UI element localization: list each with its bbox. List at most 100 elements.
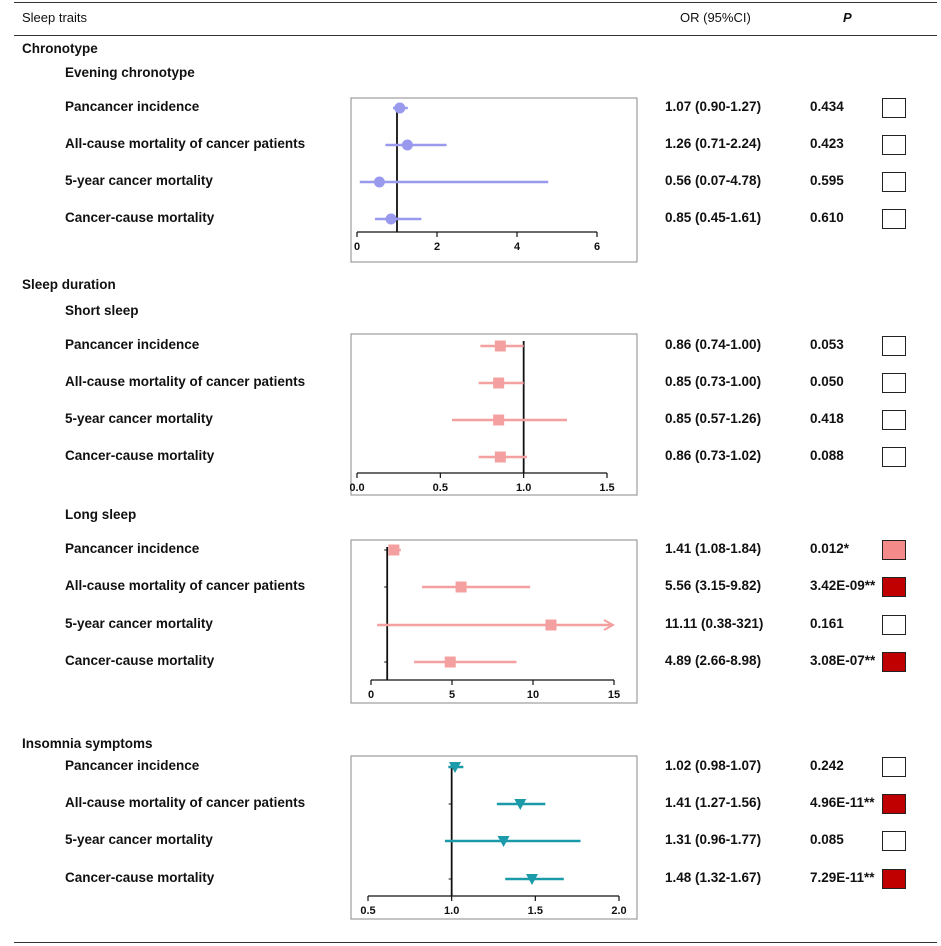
or-ci-value: 1.41 (1.08-1.84) bbox=[665, 541, 762, 556]
x-tick-label: 0 bbox=[354, 241, 360, 253]
or-point bbox=[493, 377, 505, 389]
or-point bbox=[444, 656, 456, 668]
p-value: 0.423 bbox=[810, 136, 844, 151]
x-tick-label: 6 bbox=[594, 241, 600, 253]
x-tick-label: 1.0 bbox=[516, 482, 531, 494]
outcome-label: 5-year cancer mortality bbox=[65, 832, 213, 847]
bottom-rule bbox=[14, 942, 937, 943]
x-tick-label: 10 bbox=[527, 689, 539, 701]
section-insomnia: Insomnia symptoms bbox=[22, 736, 153, 751]
forest-row-mark bbox=[478, 377, 524, 389]
x-tick-label: 2 bbox=[434, 241, 440, 253]
x-tick-label: 0.5 bbox=[360, 905, 375, 917]
or-ci-value: 1.07 (0.90-1.27) bbox=[665, 99, 762, 114]
p-value: 7.29E-11** bbox=[810, 870, 875, 885]
significance-box bbox=[882, 794, 906, 814]
or-point bbox=[388, 544, 400, 556]
panel-frame bbox=[350, 755, 638, 920]
or-point bbox=[494, 451, 506, 463]
outcome-label: Pancancer incidence bbox=[65, 99, 200, 114]
or-point bbox=[455, 581, 467, 593]
or-ci-value: 0.85 (0.73-1.00) bbox=[665, 374, 762, 389]
or-ci-value: 0.85 (0.57-1.26) bbox=[665, 411, 762, 426]
or-ci-value: 4.89 (2.66-8.98) bbox=[665, 653, 762, 668]
panel-frame bbox=[350, 97, 638, 263]
outcome-label: Pancancer incidence bbox=[65, 337, 200, 352]
outcome-label: 5-year cancer mortality bbox=[65, 173, 213, 188]
subsection-long-sleep: Long sleep bbox=[65, 507, 137, 522]
outcome-label: Cancer-cause mortality bbox=[65, 653, 215, 668]
forest-row-mark bbox=[385, 139, 447, 151]
p-value: 0.012* bbox=[810, 541, 850, 556]
p-value: 0.088 bbox=[810, 448, 844, 463]
x-tick-label: 5 bbox=[449, 689, 455, 701]
p-value: 0.595 bbox=[810, 173, 844, 188]
forest-row-mark bbox=[384, 544, 401, 556]
significance-box bbox=[882, 373, 906, 393]
or-point bbox=[394, 102, 406, 114]
forest-row-mark bbox=[452, 414, 567, 426]
outcome-label: 5-year cancer mortality bbox=[65, 616, 213, 631]
section-sleep-duration: Sleep duration bbox=[22, 277, 116, 292]
or-point bbox=[373, 176, 385, 188]
or-point bbox=[525, 874, 538, 885]
header-p: P bbox=[843, 10, 852, 25]
or-ci-value: 1.48 (1.32-1.67) bbox=[665, 870, 762, 885]
p-value: 3.42E-09** bbox=[810, 578, 876, 593]
outcome-label: Cancer-cause mortality bbox=[65, 210, 215, 225]
outcome-label: Pancancer incidence bbox=[65, 758, 200, 773]
forest-row-mark bbox=[448, 874, 564, 885]
x-tick-label: 2.0 bbox=[611, 905, 626, 917]
significance-box bbox=[882, 577, 906, 597]
subsection-evening-chronotype: Evening chronotype bbox=[65, 65, 195, 80]
outcome-label: Pancancer incidence bbox=[65, 541, 200, 556]
significance-box bbox=[882, 831, 906, 851]
header-rule bbox=[14, 35, 937, 36]
x-tick-label: 0 bbox=[368, 689, 374, 701]
or-ci-value: 1.02 (0.98-1.07) bbox=[665, 758, 762, 773]
or-point bbox=[514, 799, 527, 810]
x-tick-label: 15 bbox=[608, 689, 620, 701]
p-value: 3.08E-07** bbox=[810, 653, 876, 668]
forest-panel-long-sleep: 0 5 10 15 bbox=[350, 539, 638, 704]
forest-row-mark bbox=[444, 836, 581, 847]
significance-box bbox=[882, 869, 906, 889]
ci-arrow bbox=[603, 619, 616, 631]
forest-row-mark bbox=[448, 762, 464, 773]
p-value: 0.085 bbox=[810, 832, 844, 847]
or-ci-value: 0.86 (0.74-1.00) bbox=[665, 337, 762, 352]
or-point bbox=[545, 619, 557, 631]
x-tick-label: 1.0 bbox=[444, 905, 459, 917]
or-ci-value: 0.85 (0.45-1.61) bbox=[665, 210, 762, 225]
or-ci-value: 1.41 (1.27-1.56) bbox=[665, 795, 762, 810]
forest-row-mark bbox=[448, 799, 546, 810]
outcome-label: Cancer-cause mortality bbox=[65, 448, 215, 463]
significance-box bbox=[882, 540, 906, 560]
outcome-label: All-cause mortality of cancer patients bbox=[65, 136, 306, 151]
x-tick-label: 0.5 bbox=[433, 482, 448, 494]
significance-box bbox=[882, 757, 906, 777]
significance-box bbox=[882, 410, 906, 430]
x-tick-label: 0.0 bbox=[350, 482, 365, 494]
forest-panel-evening-chronotype: 0 2 4 6 bbox=[350, 97, 638, 263]
significance-box bbox=[882, 98, 906, 118]
outcome-label: All-cause mortality of cancer patients bbox=[65, 578, 306, 593]
or-ci-value: 5.56 (3.15-9.82) bbox=[665, 578, 762, 593]
significance-box bbox=[882, 209, 906, 229]
p-value: 0.050 bbox=[810, 374, 844, 389]
forest-row-mark bbox=[393, 102, 408, 114]
forest-row-mark bbox=[359, 176, 549, 188]
outcome-label: Cancer-cause mortality bbox=[65, 870, 215, 885]
or-point bbox=[449, 762, 462, 773]
p-value: 4.96E-11** bbox=[810, 795, 875, 810]
significance-box bbox=[882, 135, 906, 155]
panel-frame bbox=[350, 539, 638, 704]
subsection-short-sleep: Short sleep bbox=[65, 303, 139, 318]
or-ci-value: 1.26 (0.71-2.24) bbox=[665, 136, 762, 151]
forest-row-mark bbox=[384, 581, 531, 593]
x-tick-label: 1.5 bbox=[528, 905, 543, 917]
p-value: 0.610 bbox=[810, 210, 844, 225]
or-point bbox=[385, 213, 397, 225]
x-tick-label: 1.5 bbox=[599, 482, 614, 494]
header-or: OR (95%CI) bbox=[680, 10, 751, 25]
